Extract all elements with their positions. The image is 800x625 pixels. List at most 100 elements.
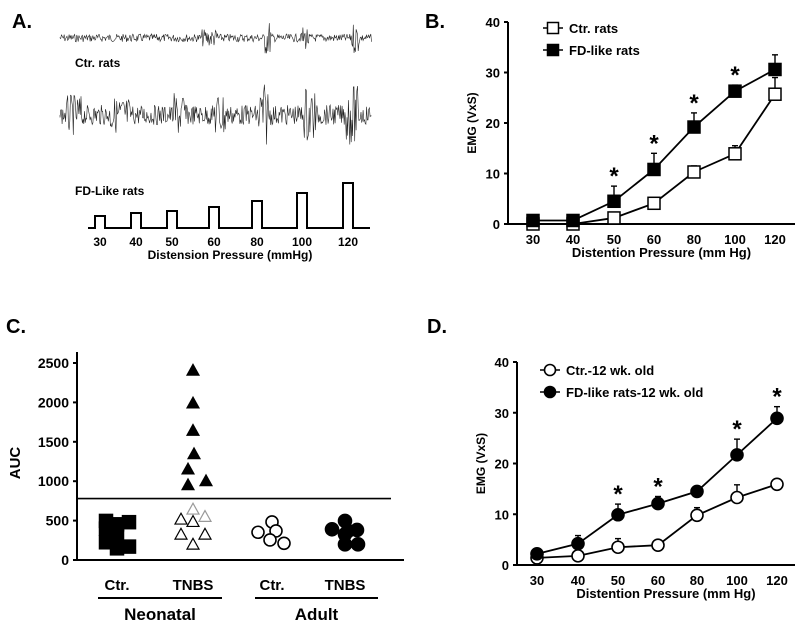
data-point xyxy=(185,363,201,376)
data-point xyxy=(186,446,202,460)
legend-label: FD-like rats-12 wk. old xyxy=(566,385,703,400)
x-tick-label: 40 xyxy=(571,573,585,588)
panel-a-label: A. xyxy=(12,11,32,33)
data-point xyxy=(185,423,201,436)
ctr-emg-trace xyxy=(59,23,372,54)
data-point xyxy=(198,473,214,487)
data-point xyxy=(770,477,784,492)
data-point xyxy=(197,527,213,540)
y-tick-label: 0 xyxy=(493,217,500,232)
group-label: TNBS xyxy=(173,577,214,594)
y-tick-label: 0 xyxy=(61,552,69,568)
data-point xyxy=(651,496,665,511)
y-tick-label: 10 xyxy=(486,167,500,182)
data-point xyxy=(340,523,356,539)
y-axis-label: AUC xyxy=(7,447,24,480)
y-axis-label: EMG (VxS) xyxy=(474,433,488,494)
data-point xyxy=(337,537,353,552)
x-tick-label: 50 xyxy=(611,573,625,588)
x-tick-label: 120 xyxy=(766,573,788,588)
pressure-tick-label: 40 xyxy=(129,235,143,249)
data-point xyxy=(730,490,744,505)
legend-label: Ctr. rats xyxy=(569,21,618,36)
data-point xyxy=(728,84,742,98)
data-point xyxy=(607,194,621,209)
data-point xyxy=(647,162,661,177)
legend-label: Ctr.-12 wk. old xyxy=(566,363,654,378)
data-point xyxy=(728,147,742,161)
y-tick-label: 40 xyxy=(495,355,509,370)
pressure-tick-label: 100 xyxy=(292,235,312,249)
data-point xyxy=(173,527,189,540)
data-point xyxy=(530,547,544,561)
y-axis-label: EMG (VxS) xyxy=(465,92,479,153)
x-tick-label: 100 xyxy=(724,232,746,247)
fd-trace-label: FD-Like rats xyxy=(75,184,145,198)
pressure-tick-label: 30 xyxy=(93,235,107,249)
data-point xyxy=(687,165,701,179)
data-point xyxy=(185,395,201,409)
x-tick-label: 100 xyxy=(726,573,748,588)
data-point xyxy=(180,461,196,475)
pressure-tick-label: 60 xyxy=(207,235,221,249)
significance-star: * xyxy=(730,62,740,89)
data-point xyxy=(571,549,585,563)
data-point xyxy=(611,507,625,522)
legend-marker xyxy=(546,43,560,57)
data-point xyxy=(121,514,137,530)
x-tick-label: 120 xyxy=(764,232,786,247)
data-point xyxy=(197,509,213,522)
data-point xyxy=(566,213,580,228)
legend-marker xyxy=(543,385,557,399)
x-tick-label: 40 xyxy=(566,232,580,247)
data-point xyxy=(173,512,189,525)
significance-star: * xyxy=(613,481,623,508)
data-point xyxy=(611,540,625,555)
data-point xyxy=(180,477,196,491)
y-tick-label: 10 xyxy=(495,507,509,522)
data-point xyxy=(185,537,201,550)
data-point xyxy=(690,484,704,499)
pressure-tick-label: 50 xyxy=(165,235,179,249)
x-axis-label: Distention Pressure (mm Hg) xyxy=(576,586,755,601)
y-tick-label: 20 xyxy=(486,116,500,131)
data-point xyxy=(350,537,366,552)
y-tick-label: 2500 xyxy=(38,355,69,371)
x-tick-label: 30 xyxy=(526,232,540,247)
data-point xyxy=(277,536,291,551)
significance-star: * xyxy=(649,130,659,157)
significance-star: * xyxy=(689,90,699,117)
pressure-step-trace xyxy=(88,182,370,229)
x-tick-label: 80 xyxy=(690,573,704,588)
data-point xyxy=(571,536,585,551)
group-title: Adult xyxy=(295,605,339,624)
significance-star: * xyxy=(732,416,742,443)
y-tick-label: 1500 xyxy=(38,434,69,450)
panel-label: C. xyxy=(6,316,26,338)
significance-star: * xyxy=(772,384,782,411)
y-tick-label: 30 xyxy=(495,406,509,421)
panel-label: B. xyxy=(425,11,445,33)
y-tick-label: 1000 xyxy=(38,473,69,489)
y-tick-label: 500 xyxy=(46,513,70,529)
y-tick-label: 0 xyxy=(502,558,509,573)
data-point xyxy=(109,527,125,542)
data-point xyxy=(324,521,340,537)
legend-label: FD-like rats xyxy=(569,43,640,58)
data-point xyxy=(251,525,265,540)
pressure-tick-label: 80 xyxy=(250,235,264,249)
data-point xyxy=(263,533,277,547)
data-point xyxy=(185,514,201,528)
group-title: Neonatal xyxy=(124,605,196,624)
x-tick-label: 50 xyxy=(607,232,621,247)
x-tick-label: 60 xyxy=(647,232,661,247)
y-tick-label: 40 xyxy=(486,15,500,30)
data-point xyxy=(687,120,701,134)
ctr-trace-label: Ctr. rats xyxy=(75,56,121,70)
fd-emg-trace xyxy=(59,84,372,145)
legend-marker xyxy=(543,363,557,377)
y-tick-label: 2000 xyxy=(38,394,69,410)
data-point xyxy=(768,62,782,77)
pressure-tick-label: 120 xyxy=(338,235,358,249)
panel-a-xlabel: Distension Pressure (mmHg) xyxy=(148,248,313,262)
